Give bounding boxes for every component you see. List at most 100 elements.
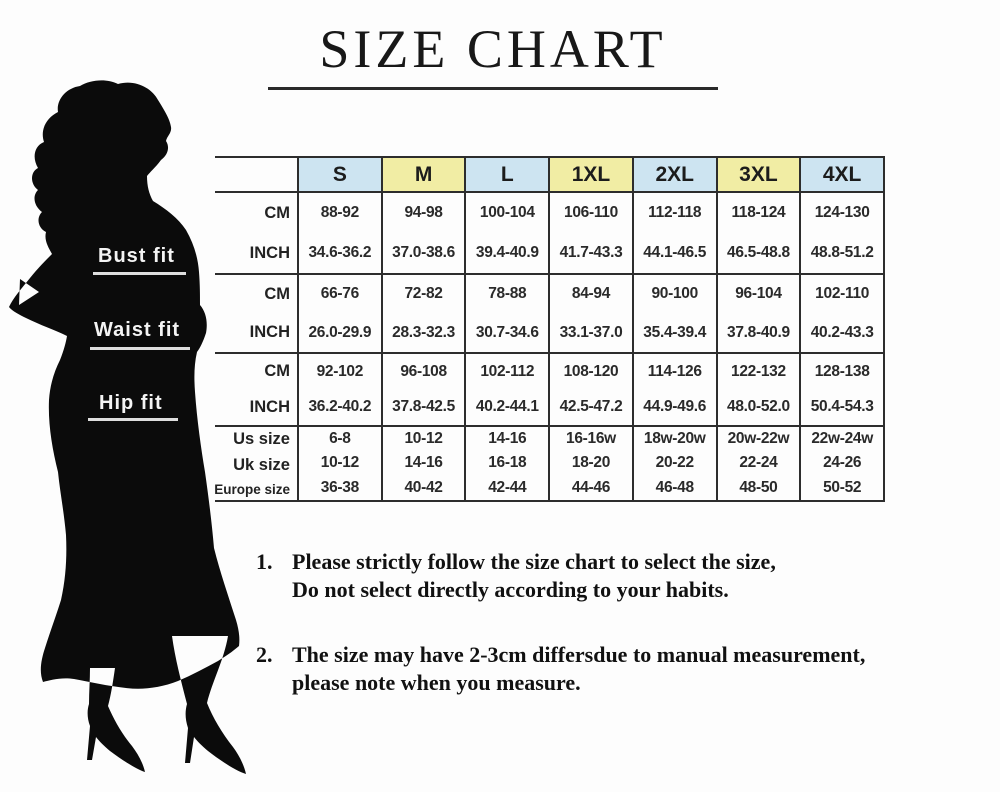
bust-fit-label: Bust fit (98, 245, 175, 267)
note-line: please note when you measure. (292, 670, 581, 695)
value: 66-76 (320, 285, 359, 303)
value: 44.9-49.6 (643, 398, 707, 416)
value-cell-bust-4xl: 124-130 48.8-51.2 (801, 193, 885, 275)
value-cell-bust-1xl: 106-110 41.7-43.3 (550, 193, 634, 275)
value: 48.0-52.0 (727, 398, 790, 416)
value-cell-waist-m: 72-82 28.3-32.3 (382, 275, 467, 354)
value: 46.5-48.8 (727, 244, 790, 261)
note-item-1: 1. Please strictly follow the size chart … (256, 548, 976, 604)
value: 46-48 (655, 478, 694, 496)
size-table: S M L 1XL 2XL 3XL 4XL CM INCH 88-92 34.6-36.2 94-98… (215, 156, 885, 502)
value: 106-110 (564, 204, 618, 221)
value-cell-waist-1xl: 84-94 33.1-37.0 (550, 275, 634, 354)
value: 39.4-40.9 (475, 244, 539, 261)
value-cell-regions-3xl: 20w-22w 22-24 48-50 (717, 427, 802, 502)
value-cell-waist-l: 78-88 30.7-34.6 (466, 275, 551, 354)
value: 78-88 (488, 285, 527, 303)
value: 42.5-47.2 (559, 398, 623, 416)
value: 112-118 (648, 204, 702, 221)
value-cell-waist-3xl: 96-104 37.8-40.9 (717, 275, 802, 354)
value: 48-50 (739, 478, 778, 496)
table-corner-cell (215, 158, 299, 193)
unit-label-inch: INCH (249, 323, 290, 342)
value: 40-42 (404, 478, 443, 496)
value-cell-bust-2xl: 112-118 44.1-46.5 (633, 193, 718, 275)
note-number: 1. (256, 549, 273, 574)
unit-label-cm: CM (264, 362, 290, 381)
value: 40.2-44.1 (475, 398, 539, 416)
value: 22-24 (739, 454, 778, 472)
row-label-regions: Us size Uk size Europe size (215, 427, 299, 502)
unit-label-uk-size: Uk size (233, 455, 290, 474)
unit-label-inch: INCH (249, 397, 290, 416)
value-cell-waist-4xl: 102-110 40.2-43.3 (801, 275, 885, 354)
page-title: SIZE CHART (319, 19, 667, 79)
value: 108-120 (563, 362, 619, 380)
value-cell-regions-l: 14-16 16-18 42-44 (466, 427, 551, 502)
hip-fit-label: Hip fit (99, 392, 163, 414)
value-cell-hip-3xl: 122-132 48.0-52.0 (717, 354, 802, 427)
value-cell-hip-l: 102-112 40.2-44.1 (466, 354, 551, 427)
value: 14-16 (488, 430, 527, 448)
value: 22w-24w (811, 430, 873, 448)
value: 50-52 (823, 478, 862, 496)
row-label-hip: CM INCH (215, 354, 299, 427)
value-cell-bust-3xl: 118-124 46.5-48.8 (717, 193, 802, 275)
value-cell-hip-s: 92-102 36.2-40.2 (299, 354, 383, 427)
value: 122-132 (731, 362, 786, 380)
note-number: 2. (256, 642, 273, 667)
value-cell-regions-s: 6-8 10-12 36-38 (299, 427, 383, 502)
size-header-1xl: 1XL (550, 158, 634, 193)
value: 6-8 (329, 430, 351, 448)
value-cell-hip-m: 96-108 37.8-42.5 (382, 354, 467, 427)
value: 18-20 (571, 454, 611, 472)
value: 36-38 (320, 478, 359, 496)
woman-silhouette (9, 80, 246, 775)
size-header-s: S (299, 158, 383, 193)
row-label-bust: CM INCH (215, 193, 299, 275)
value-cell-bust-l: 100-104 39.4-40.9 (466, 193, 551, 275)
value: 44-46 (571, 478, 611, 496)
value: 102-112 (480, 362, 535, 380)
value: 10-12 (404, 430, 443, 448)
value: 10-12 (320, 454, 359, 472)
value-cell-regions-2xl: 18w-20w 20-22 46-48 (633, 427, 718, 502)
value: 44.1-46.5 (643, 244, 707, 261)
value: 96-108 (400, 362, 447, 380)
value: 28.3-32.3 (392, 323, 455, 341)
note-lines: Please strictly follow the size chart to… (292, 548, 776, 604)
value-cell-bust-m: 94-98 37.0-38.6 (382, 193, 467, 275)
bust-fit-underline (93, 272, 186, 275)
row-label-waist: CM INCH (215, 275, 299, 354)
value-cell-regions-1xl: 16-16w 18-20 44-46 (550, 427, 634, 502)
value: 40.2-43.3 (810, 323, 874, 341)
value: 92-102 (316, 362, 364, 380)
size-header-4xl: 4XL (801, 158, 885, 193)
unit-label-europe-size: Europe size (215, 481, 290, 497)
value: 124-130 (814, 204, 870, 221)
value: 100-104 (479, 204, 535, 221)
value: 14-16 (404, 454, 443, 472)
value: 114-126 (647, 362, 702, 380)
value: 34.6-36.2 (308, 244, 372, 261)
notes-list: 1. Please strictly follow the size chart … (256, 548, 976, 734)
value: 36.2-40.2 (308, 398, 372, 416)
title-underline (268, 87, 718, 90)
value: 96-104 (735, 285, 782, 303)
value: 72-82 (404, 285, 443, 303)
value-cell-waist-s: 66-76 26.0-29.9 (299, 275, 383, 354)
value: 102-110 (815, 285, 870, 303)
value: 35.4-39.4 (643, 323, 707, 341)
value: 16-18 (488, 454, 527, 472)
value: 50.4-54.3 (810, 398, 874, 416)
value: 128-138 (814, 362, 870, 380)
value: 48.8-51.2 (810, 244, 874, 261)
value: 33.1-37.0 (559, 323, 623, 341)
value: 94-98 (404, 204, 443, 221)
value: 30.7-34.6 (475, 323, 539, 341)
size-header-m: M (382, 158, 467, 193)
waist-fit-underline (90, 347, 190, 350)
value: 18w-20w (643, 430, 706, 448)
value: 37.0-38.6 (392, 244, 455, 261)
waist-fit-label: Waist fit (94, 319, 181, 341)
